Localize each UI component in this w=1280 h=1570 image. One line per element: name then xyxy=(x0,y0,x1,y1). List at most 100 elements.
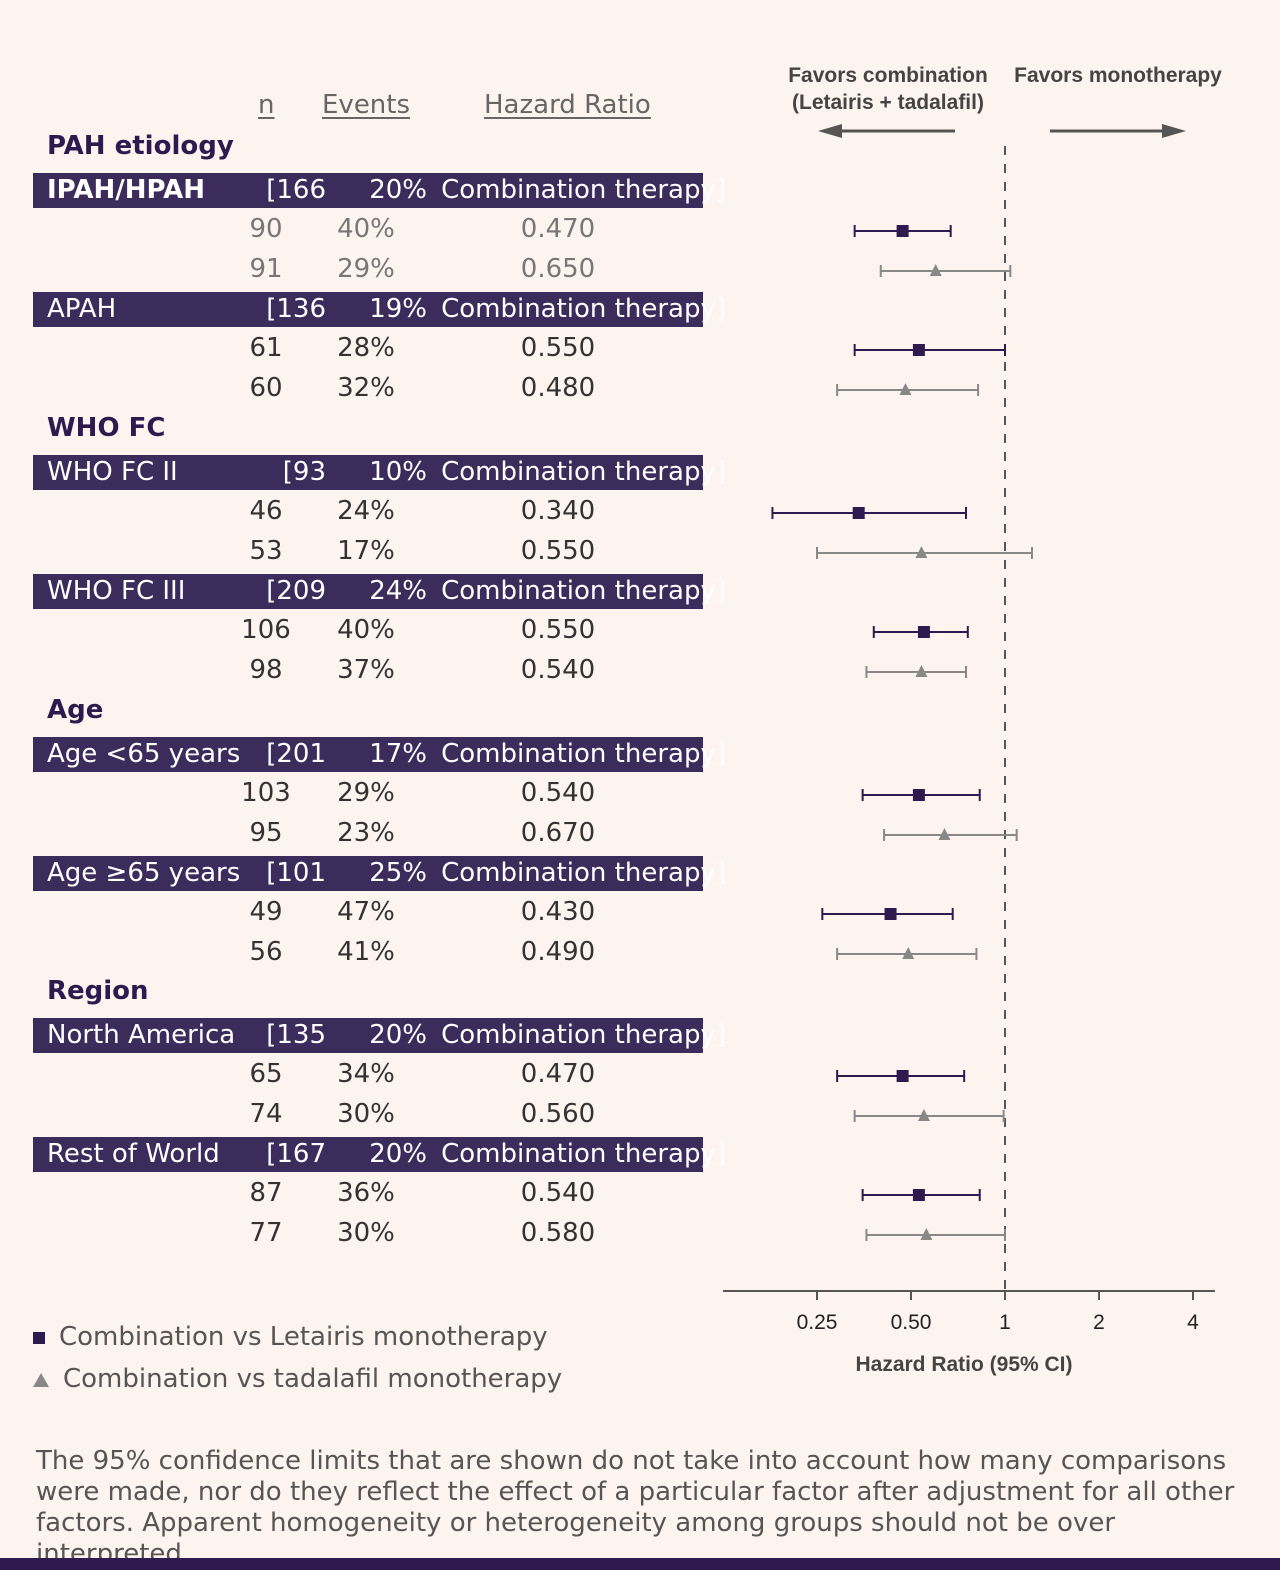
point-estimate-square xyxy=(912,344,925,356)
subgroup-combination-label: Combination therapy] xyxy=(441,858,726,888)
row-hazard-ratio: 0.550 xyxy=(520,333,596,363)
row-events: 24% xyxy=(337,496,395,526)
footnote: The 95% confidence limits that are shown… xyxy=(36,1446,1235,1569)
row-events: 23% xyxy=(337,818,395,848)
row-events: 34% xyxy=(337,1059,395,1089)
row-hazard-ratio: 0.550 xyxy=(520,615,596,645)
legend-combo-label: Combination vs Letairis monotherapy xyxy=(59,1322,548,1352)
table-row: 77 30% 0.580 xyxy=(33,1217,703,1251)
row-hazard-ratio: 0.470 xyxy=(520,214,596,244)
subgroup-n: [209 xyxy=(266,576,326,606)
row-n: 74 xyxy=(249,1099,283,1129)
bottom-bar xyxy=(0,1558,1280,1570)
table-row: 49 47% 0.430 xyxy=(33,896,703,930)
favors-monotherapy-label: Favors monotherapy xyxy=(1014,64,1222,87)
subgroup-events: 10% xyxy=(369,457,427,487)
subgroup-n: [136 xyxy=(266,294,326,324)
subgroup-events: 20% xyxy=(369,1020,427,1050)
square-marker-icon xyxy=(33,1331,45,1344)
subgroup-band: IPAH/HPAH [166 20% Combination therapy] xyxy=(33,173,726,208)
x-tick-label: 0.25 xyxy=(797,1311,838,1334)
row-hazard-ratio: 0.650 xyxy=(520,254,596,284)
point-estimate-triangle xyxy=(899,383,912,395)
subgroup-combination-label: Combination therapy] xyxy=(441,1139,726,1169)
row-events: 32% xyxy=(337,373,395,403)
point-estimate-triangle xyxy=(938,828,951,840)
row-hazard-ratio: 0.540 xyxy=(520,655,596,685)
row-n: 95 xyxy=(249,818,283,848)
subgroup-combination-label: Combination therapy] xyxy=(441,739,726,769)
table-row: 74 30% 0.560 xyxy=(33,1098,703,1132)
row-n: 91 xyxy=(249,254,283,284)
arrow-right-head-icon xyxy=(1162,124,1186,138)
section-title: Region xyxy=(47,976,149,1006)
legend-tadalafil-label: Combination vs tadalafil monotherapy xyxy=(63,1364,563,1394)
subgroup-events: 17% xyxy=(369,739,427,769)
row-hazard-ratio: 0.470 xyxy=(520,1059,596,1089)
section-title: PAH etiology xyxy=(47,131,234,161)
x-tick-label: 0.50 xyxy=(891,1311,932,1334)
point-estimate-square xyxy=(912,1189,925,1201)
subgroup-label: Rest of World xyxy=(47,1139,220,1169)
subgroup-band: Age ≥65 years [101 25% Combination therapy] xyxy=(33,856,726,891)
subgroup-combination-label: Combination therapy] xyxy=(441,294,726,324)
row-n: 77 xyxy=(249,1218,283,1248)
subgroup-combination-label: Combination therapy] xyxy=(441,457,726,487)
subgroup-band: North America [135 20% Combination therapy] xyxy=(33,1018,726,1053)
point-estimate-triangle xyxy=(917,1109,930,1121)
row-n: 49 xyxy=(249,897,283,927)
row-hazard-ratio: 0.580 xyxy=(520,1218,596,1248)
row-events: 40% xyxy=(337,214,395,244)
subgroup-label: WHO FC III xyxy=(47,576,186,606)
point-estimate-triangle xyxy=(915,546,928,558)
row-hazard-ratio: 0.340 xyxy=(520,496,596,526)
subgroup-events: 20% xyxy=(369,175,427,205)
table-row: 87 36% 0.540 xyxy=(33,1177,703,1211)
table-row: 98 37% 0.540 xyxy=(33,654,703,688)
row-n: 90 xyxy=(249,214,283,244)
subgroup-band: WHO FC II [93 10% Combination therapy] xyxy=(33,455,726,490)
subgroup-events: 20% xyxy=(369,1139,427,1169)
header-hazard-ratio: Hazard Ratio xyxy=(484,90,651,120)
row-hazard-ratio: 0.430 xyxy=(520,897,596,927)
subgroup-label: WHO FC II xyxy=(47,457,178,487)
subgroup-label: Age ≥65 years xyxy=(47,858,241,888)
point-estimate-square xyxy=(912,789,925,801)
subgroup-events: 24% xyxy=(369,576,427,606)
row-events: 40% xyxy=(337,615,395,645)
legend-combo: Combination vs Letairis monotherapy xyxy=(33,1322,548,1352)
row-hazard-ratio: 0.490 xyxy=(520,937,596,967)
header-events: Events xyxy=(322,90,411,120)
row-n: 53 xyxy=(249,536,283,566)
subgroup-n: [135 xyxy=(266,1020,326,1050)
subgroup-label: Age <65 years xyxy=(47,739,241,769)
favors-combination-sublabel: (Letairis + tadalafil) xyxy=(792,91,984,114)
x-tick-label: 2 xyxy=(1093,1311,1105,1334)
row-events: 17% xyxy=(337,536,395,566)
row-events: 29% xyxy=(337,254,395,284)
row-hazard-ratio: 0.670 xyxy=(520,818,596,848)
table-row: 53 17% 0.550 xyxy=(33,535,703,569)
subgroup-combination-label: Combination therapy] xyxy=(441,576,726,606)
table-row: 91 29% 0.650 xyxy=(33,253,703,287)
subgroup-events: 19% xyxy=(369,294,427,324)
subgroup-n: [167 xyxy=(266,1139,326,1169)
table-row: 65 34% 0.470 xyxy=(33,1058,703,1092)
subgroup-n: [201 xyxy=(266,739,326,769)
subgroup-label: IPAH/HPAH xyxy=(47,175,206,205)
row-n: 87 xyxy=(249,1178,283,1208)
subgroup-band: APAH [136 19% Combination therapy] xyxy=(33,292,726,327)
row-events: 36% xyxy=(337,1178,395,1208)
table-row: 106 40% 0.550 xyxy=(33,614,703,648)
row-events: 30% xyxy=(337,1099,395,1129)
subgroup-n: [101 xyxy=(266,858,326,888)
point-estimate-triangle xyxy=(920,1228,933,1240)
table-row: 60 32% 0.480 xyxy=(33,372,703,406)
subgroup-band: Age <65 years [201 17% Combination therapy] xyxy=(33,737,726,772)
point-estimate-square xyxy=(852,507,865,519)
row-n: 46 xyxy=(249,496,283,526)
table-row: 95 23% 0.670 xyxy=(33,817,703,851)
row-n: 65 xyxy=(249,1059,283,1089)
legend-tadalafil: Combination vs tadalafil monotherapy xyxy=(33,1364,562,1394)
row-n: 103 xyxy=(241,778,291,808)
